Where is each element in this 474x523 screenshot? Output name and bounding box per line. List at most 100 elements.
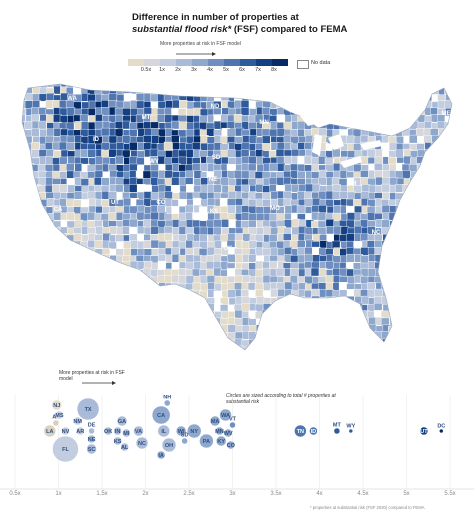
bubble-label-in: IN bbox=[115, 429, 121, 435]
bubble-co bbox=[226, 440, 236, 450]
state-label-mn: MN bbox=[259, 120, 269, 126]
bubble-label-al: AL bbox=[121, 445, 129, 451]
x-axis-tick-label: 0.5x bbox=[9, 491, 21, 497]
bubble-label-ny: NY bbox=[190, 429, 198, 435]
bubble-label-il: IL bbox=[161, 429, 167, 435]
bubble-label-fl: FL bbox=[62, 447, 69, 453]
bubble-label-ne: NE bbox=[88, 437, 96, 443]
state-label-wa: WA bbox=[67, 96, 77, 102]
legend-tick-label: 2x bbox=[175, 67, 181, 73]
state-label-me: ME bbox=[441, 111, 451, 117]
legend-tick-label: 7x bbox=[255, 67, 261, 73]
bubble-va bbox=[133, 425, 144, 437]
state-label-nd: ND bbox=[210, 104, 220, 110]
legend-swatch bbox=[144, 59, 161, 66]
x-axis-tick-label: 5.5x bbox=[444, 491, 456, 497]
state-label-nc: NC bbox=[371, 230, 381, 236]
bubble-sc bbox=[86, 443, 97, 455]
county-cells bbox=[22, 84, 452, 350]
title-line1: Difference in number of properties at bbox=[132, 12, 299, 23]
bubble-wi bbox=[175, 425, 187, 437]
legend-swatch bbox=[176, 59, 193, 66]
x-axis-tick-label: 3.5x bbox=[270, 491, 282, 497]
state-label-co: CO bbox=[156, 200, 166, 206]
legend-color-scale bbox=[128, 59, 288, 66]
bubble-ut bbox=[419, 426, 429, 436]
state-label-oh: OH bbox=[347, 181, 357, 187]
state-label-az: AZ bbox=[101, 259, 109, 265]
bubble-label-nj: NJ bbox=[53, 403, 60, 409]
bubble-ny bbox=[186, 423, 202, 439]
great-lake bbox=[312, 134, 322, 156]
bubble-label-wa: WA bbox=[221, 413, 230, 419]
bubble-label-sc: SC bbox=[88, 447, 96, 453]
title-line2-italic: substantial flood risk* bbox=[132, 24, 232, 35]
legend-tick-labels: 0.5x 1x 2x 3x 4x 5x 6x 7x 8x bbox=[128, 67, 298, 77]
legend-note: More properties at risk in FSF model bbox=[160, 41, 241, 47]
bubble-ia bbox=[156, 450, 166, 460]
bubble-ma bbox=[209, 415, 221, 427]
x-axis-tick-label: 5x bbox=[403, 491, 410, 497]
bubble-label-ia: IA bbox=[158, 453, 164, 459]
bubble-ok bbox=[103, 426, 113, 436]
bubble-label-wi: WI bbox=[178, 429, 185, 435]
bubble-wa bbox=[219, 408, 232, 422]
legend-tick-label: 5x bbox=[223, 67, 229, 73]
bubble-dc bbox=[439, 428, 444, 434]
legend-swatch bbox=[224, 59, 241, 66]
bubble-axis-note: More properties at risk in FSF model bbox=[59, 370, 125, 382]
legend-nodata-swatch bbox=[297, 60, 309, 69]
bubble-ca bbox=[151, 405, 171, 425]
state-label-de: DE bbox=[413, 187, 423, 193]
bubble-al bbox=[120, 442, 129, 452]
state-label-ok: OK bbox=[223, 246, 233, 252]
bubble-label-ky: KY bbox=[217, 439, 225, 445]
x-axis-tick-label: 2x bbox=[142, 491, 149, 497]
bubble-label-id: ID bbox=[311, 429, 317, 435]
bubble-nc bbox=[135, 436, 149, 450]
bubble-id bbox=[309, 426, 318, 436]
bubble-ms bbox=[55, 410, 64, 420]
legend-swatch bbox=[192, 59, 209, 66]
x-axis-tick-label: 3x bbox=[229, 491, 236, 497]
state-label-ne: NE bbox=[208, 177, 218, 183]
bubble-in bbox=[113, 426, 122, 436]
bubble-nm bbox=[73, 416, 82, 426]
bubble-label-ok: OK bbox=[104, 429, 112, 435]
bubble-label-nm: NM bbox=[73, 419, 82, 425]
x-axis-tick-label: 4.5x bbox=[357, 491, 369, 497]
great-lake bbox=[340, 156, 362, 168]
footnote: * properties at substantial risk (FSF 20… bbox=[310, 505, 425, 510]
bubble-ar bbox=[76, 426, 85, 436]
bubble-ky bbox=[215, 435, 227, 447]
legend-tick-label: 1x bbox=[159, 67, 165, 73]
bubble-label-tx: TX bbox=[85, 407, 92, 413]
great-lake bbox=[360, 140, 382, 150]
bubble-label-nc: NC bbox=[138, 441, 146, 447]
us-outline bbox=[21, 83, 453, 351]
bubble-label-pa: PA bbox=[203, 439, 210, 445]
bubble-label-vt: VT bbox=[229, 417, 237, 423]
bubble-nv bbox=[61, 426, 70, 436]
us-county-choropleth-map bbox=[21, 83, 453, 351]
legend-tick-label: 6x bbox=[239, 67, 245, 73]
bubble-label-de: DE bbox=[88, 423, 96, 429]
bubble-label-mt: MT bbox=[333, 423, 342, 429]
title-line2: substantial flood risk* (FSF) compared t… bbox=[132, 24, 432, 36]
bubble-fl bbox=[52, 435, 79, 463]
bubble-la bbox=[43, 424, 57, 438]
x-axis-tick-label: 2.5x bbox=[183, 491, 195, 497]
bubble-label-dc: DC bbox=[437, 424, 445, 430]
x-axis-tick-label: 1x bbox=[55, 491, 62, 497]
bubble-de bbox=[88, 427, 95, 435]
state-label-wy: WY bbox=[149, 159, 159, 165]
legend-nodata-label: No data bbox=[311, 60, 331, 66]
legend-swatch bbox=[256, 59, 273, 66]
state-label-ut: UT bbox=[111, 200, 119, 206]
bubble-label-ar: AR bbox=[76, 429, 84, 435]
bubble-label-co: CO bbox=[227, 443, 236, 449]
bubble-az bbox=[52, 419, 60, 427]
bubble-label-oh: OH bbox=[165, 443, 173, 449]
state-label-sd: SD bbox=[211, 155, 221, 161]
